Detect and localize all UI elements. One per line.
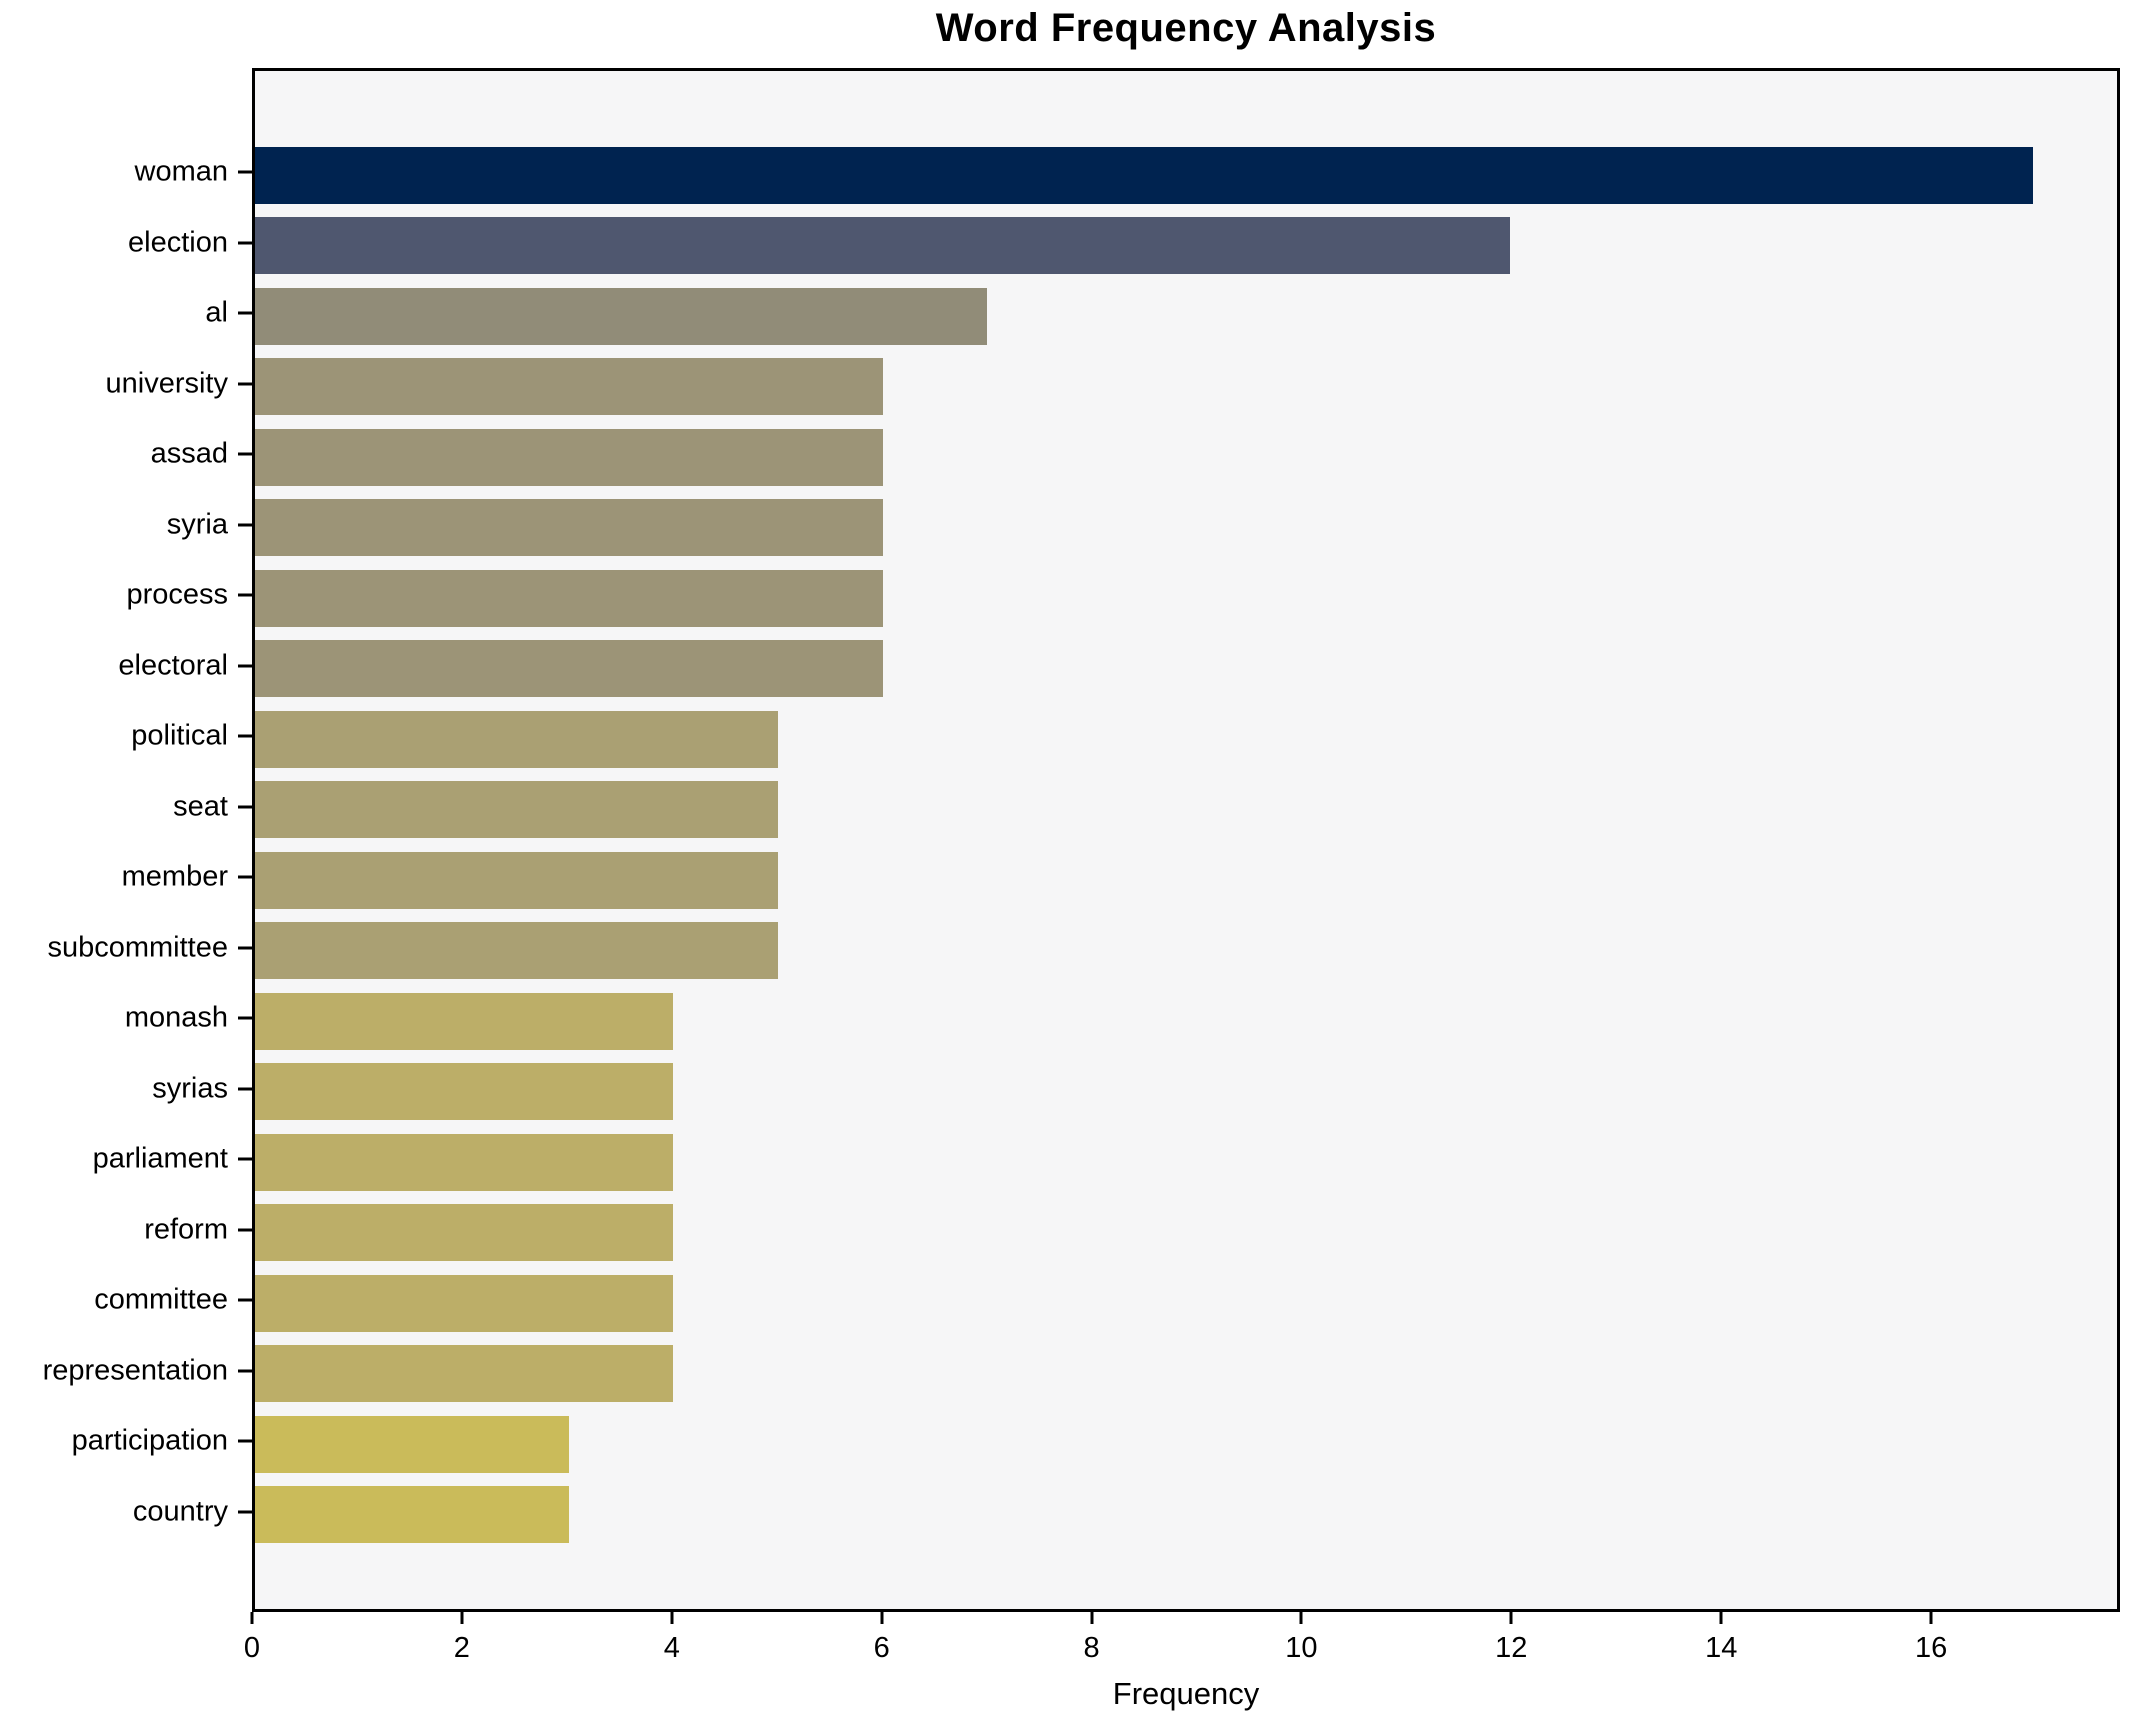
x-tick-label-2: 2 [453, 1632, 470, 1664]
y-tick-label-seat: seat [173, 790, 228, 822]
x-tick-mark [1090, 1612, 1094, 1624]
y-tick-label-woman: woman [134, 155, 229, 188]
y-tick-label-assad: assad [150, 437, 228, 470]
x-tick-label-12: 12 [1495, 1632, 1528, 1664]
bar-political [255, 710, 779, 768]
y-tick-mark [238, 170, 252, 174]
y-tick-mark [238, 593, 252, 597]
bar-university [255, 358, 883, 415]
y-tick-label-election: election [128, 226, 228, 258]
bar-election [255, 217, 1511, 274]
x-tick-mark [1929, 1612, 1933, 1624]
y-tick-label-monash: monash [124, 1001, 228, 1034]
y-tick-mark [238, 311, 252, 315]
bar-al [255, 287, 988, 345]
y-tick-label-university: university [105, 367, 229, 399]
y-tick-label-al: al [205, 296, 228, 329]
x-axis-label: Frequency [1112, 1676, 1260, 1711]
chart-title: Word Frequency Analysis [935, 6, 1437, 50]
bar-member [255, 851, 779, 909]
bar-process [255, 569, 883, 627]
y-tick-mark [238, 664, 252, 667]
x-tick-mark [460, 1612, 464, 1624]
y-tick-label-political: political [131, 719, 228, 752]
x-tick-mark [1509, 1612, 1513, 1624]
y-tick-label-electoral: electoral [118, 649, 228, 681]
bar-country [255, 1486, 569, 1543]
x-tick-label-6: 6 [873, 1632, 890, 1664]
y-tick-mark [238, 1510, 252, 1513]
x-tick-mark [1299, 1612, 1303, 1624]
y-tick-label-process: process [126, 578, 228, 611]
y-tick-mark [238, 1369, 252, 1372]
y-tick-mark [238, 875, 252, 879]
y-tick-mark [238, 946, 252, 949]
y-tick-mark [238, 241, 252, 244]
bar-parliament [255, 1133, 674, 1191]
y-tick-label-committee: committee [94, 1283, 228, 1316]
y-tick-label-reform: reform [144, 1213, 228, 1245]
x-tick-mark [1719, 1612, 1723, 1624]
x-tick-mark [670, 1612, 674, 1624]
x-tick-label-4: 4 [663, 1632, 680, 1664]
y-tick-mark [238, 1228, 252, 1231]
y-tick-mark [238, 1298, 252, 1302]
x-tick-label-14: 14 [1705, 1632, 1738, 1664]
bar-syrias [255, 1063, 674, 1120]
bar-monash [255, 992, 674, 1050]
bar-assad [255, 428, 883, 486]
bar-woman [255, 146, 2034, 204]
y-tick-label-participation: participation [71, 1424, 228, 1457]
y-tick-label-country: country [132, 1495, 228, 1527]
x-tick-label-0: 0 [243, 1632, 261, 1664]
y-tick-mark [238, 1439, 252, 1443]
y-tick-label-syria: syria [166, 508, 228, 540]
y-tick-mark [238, 452, 252, 456]
y-tick-label-subcommittee: subcommittee [47, 931, 228, 963]
bar-representation [255, 1345, 674, 1402]
y-tick-mark [238, 1016, 252, 1020]
x-tick-label-8: 8 [1083, 1632, 1100, 1664]
y-tick-label-member: member [121, 860, 228, 893]
y-tick-label-representation: representation [42, 1354, 228, 1386]
x-tick-mark [250, 1612, 254, 1624]
y-tick-label-syrias: syrias [152, 1072, 228, 1104]
y-tick-mark [238, 382, 252, 385]
x-tick-label-10: 10 [1285, 1632, 1318, 1664]
bar-seat [255, 781, 779, 838]
bar-committee [255, 1274, 674, 1332]
bar-syria [255, 499, 883, 556]
plot-area [252, 68, 2120, 1612]
bar-electoral [255, 640, 883, 697]
y-tick-label-parliament: parliament [92, 1142, 228, 1175]
y-tick-mark [238, 1157, 252, 1161]
bar-reform [255, 1204, 674, 1261]
y-tick-mark [238, 1087, 252, 1090]
y-tick-mark [238, 523, 252, 526]
bar-subcommittee [255, 922, 779, 979]
y-tick-mark [238, 734, 252, 738]
bar-participation [255, 1415, 569, 1473]
x-tick-mark [880, 1612, 884, 1624]
y-tick-mark [238, 805, 252, 808]
x-tick-label-16: 16 [1914, 1632, 1948, 1664]
